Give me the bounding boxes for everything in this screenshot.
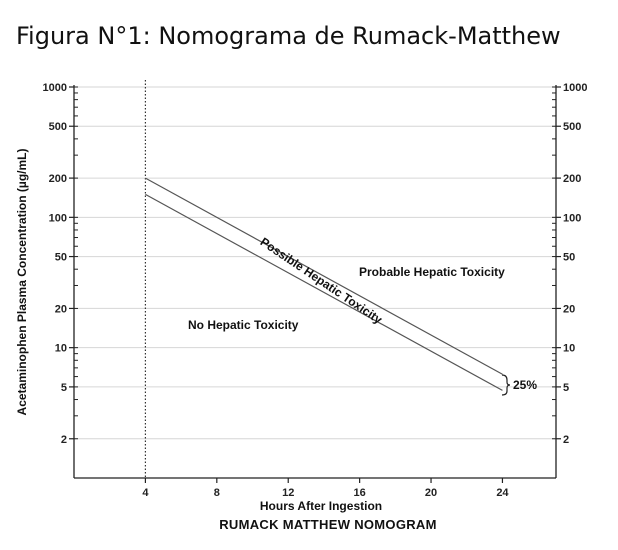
y-tick-label-right: 10 — [563, 343, 575, 355]
y-tick-label-right: 500 — [563, 121, 581, 133]
y-tick-label-left: 50 — [55, 252, 67, 264]
y-tick-label-right: 200 — [563, 173, 581, 185]
y-tick-label-right: 50 — [563, 252, 575, 264]
grid-lines — [74, 86, 556, 440]
y-tick-label-right: 20 — [563, 303, 575, 315]
y-axis-label: Acetaminophen Plasma Concentration (µg/m… — [15, 149, 29, 416]
x-tick-label: 8 — [214, 487, 220, 499]
possible-toxicity-label: Possible Hepatic Toxicity — [258, 235, 385, 327]
axes — [73, 80, 557, 479]
y-tick-label-left: 20 — [55, 303, 67, 315]
y-tick-label-left: 200 — [49, 173, 67, 185]
upper-treatment-line — [145, 177, 503, 375]
y-tick-label-left: 2 — [61, 434, 67, 446]
x-tick-label: 16 — [354, 487, 366, 499]
figure-caption: RUMACK MATTHEW NOMOGRAM — [219, 517, 437, 532]
y-tick-label-left: 5 — [61, 382, 67, 394]
x-tick-label: 12 — [282, 487, 294, 499]
gap-percent-label: 25% — [513, 378, 537, 392]
tick-marks: 2 2 5 5 10 10 20 20 50 50 100 100 200 200 500 500 1000 10… — [43, 82, 588, 499]
y-tick-label-right: 100 — [563, 212, 581, 224]
x-tick-label: 24 — [496, 487, 509, 499]
y-tick-label-right: 1000 — [563, 82, 587, 94]
gap-brace — [501, 374, 511, 396]
x-tick-label: 20 — [425, 487, 437, 499]
y-tick-label-right: 2 — [563, 434, 569, 446]
series-lines — [145, 177, 503, 391]
no-toxicity-label: No Hepatic Toxicity — [188, 318, 299, 332]
probable-toxicity-label: Probable Hepatic Toxicity — [359, 265, 505, 279]
y-tick-label-left: 100 — [49, 212, 67, 224]
y-tick-label-left: 1000 — [43, 82, 67, 94]
x-axis-label: Hours After Ingestion — [260, 499, 382, 513]
figure-title: Figura N°1: Nomograma de Rumack-Matthew — [16, 22, 561, 50]
y-tick-label-left: 10 — [55, 343, 67, 355]
lower-treatment-line — [145, 193, 503, 391]
y-tick-label-left: 500 — [49, 121, 67, 133]
y-tick-label-right: 5 — [563, 382, 569, 394]
x-tick-label: 4 — [142, 487, 149, 499]
